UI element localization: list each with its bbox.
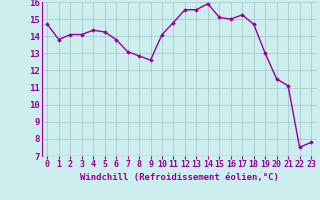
X-axis label: Windchill (Refroidissement éolien,°C): Windchill (Refroidissement éolien,°C)	[80, 173, 279, 182]
